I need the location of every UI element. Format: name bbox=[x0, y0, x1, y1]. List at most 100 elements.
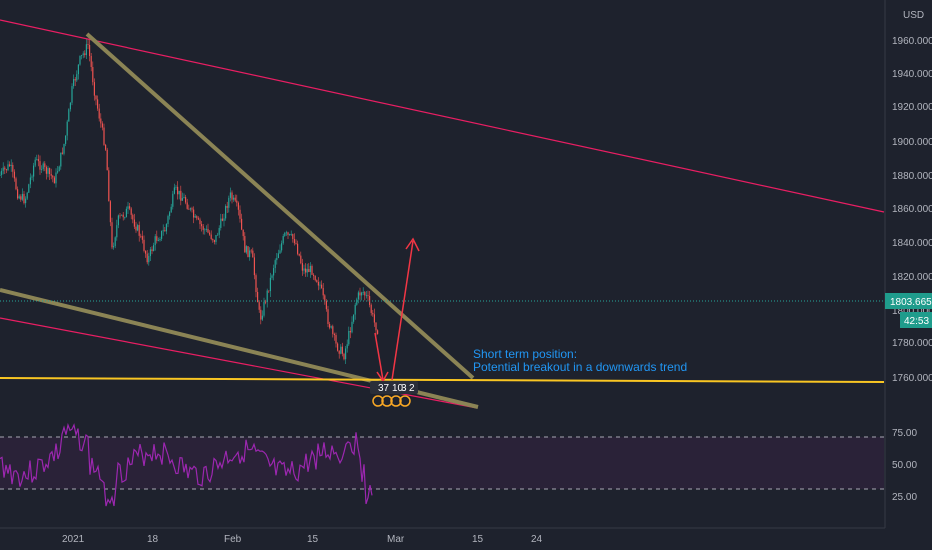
time-tick: 15 bbox=[472, 534, 484, 545]
candle-body bbox=[0, 174, 1, 176]
candle-body bbox=[231, 192, 233, 200]
candle-body bbox=[194, 216, 196, 218]
candle-body bbox=[185, 197, 187, 203]
candle-body bbox=[5, 169, 7, 171]
last-price-label: 1803.665 bbox=[890, 297, 932, 308]
candle-body bbox=[117, 215, 119, 226]
candle-body bbox=[76, 74, 78, 81]
candle-body bbox=[61, 152, 63, 154]
candle-body bbox=[21, 193, 23, 200]
candle-body bbox=[295, 243, 297, 244]
candle-body bbox=[357, 292, 359, 300]
last-price-label-bg bbox=[885, 293, 932, 309]
candle-body bbox=[298, 253, 300, 256]
candle-body bbox=[189, 208, 191, 210]
candle-body bbox=[201, 224, 203, 227]
candle-body bbox=[173, 187, 175, 194]
candle-body bbox=[97, 99, 99, 109]
candle-body bbox=[113, 246, 115, 248]
candle-body bbox=[324, 295, 326, 302]
candle-body bbox=[9, 164, 11, 167]
candle-body bbox=[154, 236, 156, 246]
candle-body bbox=[325, 301, 327, 310]
candle-body bbox=[145, 250, 147, 254]
candle-body bbox=[372, 312, 374, 315]
candle-body bbox=[365, 295, 367, 297]
candle-body bbox=[305, 268, 307, 273]
candle-body bbox=[225, 206, 227, 219]
candle-body bbox=[237, 202, 239, 210]
candle-body bbox=[233, 197, 235, 200]
candle-body bbox=[274, 260, 276, 269]
price-tick: 1760.000 bbox=[892, 373, 932, 384]
candle-body bbox=[215, 234, 217, 242]
candle-body bbox=[90, 56, 92, 68]
candle-body bbox=[257, 291, 259, 303]
candle-body bbox=[165, 224, 167, 232]
event-badges[interactable]: 37 10 3 2 bbox=[370, 381, 418, 407]
candle-body bbox=[74, 79, 76, 81]
candle-body bbox=[226, 206, 228, 208]
candle-body bbox=[268, 290, 270, 292]
candle-body bbox=[58, 166, 60, 172]
candle-body bbox=[135, 226, 137, 231]
support-level-line[interactable] bbox=[0, 377, 885, 383]
price-tick: 1840.000 bbox=[892, 238, 932, 249]
candle-body bbox=[137, 225, 139, 231]
candle-body bbox=[313, 274, 315, 276]
price-axis-ticks: 1960.000 1940.000 1920.000 1900.000 1880… bbox=[892, 36, 932, 384]
candle-body bbox=[196, 216, 198, 219]
candle-body bbox=[47, 168, 49, 174]
candle-body bbox=[290, 234, 292, 235]
candle-body bbox=[367, 295, 369, 297]
candle-body bbox=[333, 333, 335, 336]
event-circle-4 bbox=[399, 395, 411, 407]
candle-body bbox=[2, 167, 4, 171]
candle-body bbox=[12, 165, 14, 172]
annotation-line-1[interactable]: Short term position: bbox=[473, 347, 577, 361]
candle-body bbox=[125, 208, 127, 218]
candle-body bbox=[297, 243, 299, 254]
candle-body bbox=[162, 230, 164, 232]
candle-body bbox=[340, 346, 342, 354]
rsi-band-fill bbox=[0, 437, 884, 489]
candle-body bbox=[177, 186, 179, 195]
candle-body bbox=[341, 346, 343, 354]
candle-body bbox=[4, 167, 6, 170]
candle-body bbox=[359, 292, 361, 296]
candle-body bbox=[266, 290, 268, 302]
candle-body bbox=[114, 237, 116, 247]
candle-body bbox=[140, 235, 142, 237]
candle-body bbox=[170, 206, 172, 213]
descending-trendline[interactable] bbox=[85, 32, 475, 380]
candle-body bbox=[241, 218, 243, 230]
candle-body bbox=[133, 219, 135, 227]
candle-body bbox=[82, 53, 84, 56]
candle-body bbox=[164, 230, 166, 232]
candle-body bbox=[269, 277, 271, 292]
candle-body bbox=[73, 79, 75, 87]
event-circle-1 bbox=[372, 395, 384, 407]
candle-body bbox=[153, 245, 155, 252]
candle-body bbox=[37, 159, 39, 162]
time-tick: 2021 bbox=[62, 534, 85, 545]
candle-body bbox=[146, 253, 148, 263]
candle-body bbox=[273, 268, 275, 276]
candle-body bbox=[13, 171, 15, 179]
candle-body bbox=[49, 168, 51, 175]
candle-body bbox=[138, 225, 140, 236]
candle-body bbox=[178, 190, 180, 195]
candle-body bbox=[181, 198, 183, 201]
annotation-line-2[interactable]: Potential breakout in a downwards trend bbox=[473, 360, 687, 374]
candle-body bbox=[79, 55, 81, 65]
candle-body bbox=[309, 265, 311, 273]
candle-body bbox=[41, 169, 43, 170]
time-tick: 15 bbox=[307, 534, 319, 545]
candle-body bbox=[193, 209, 195, 218]
candle-body bbox=[221, 218, 223, 221]
candle-body bbox=[303, 268, 305, 271]
candle-body bbox=[300, 255, 302, 264]
candle-body bbox=[335, 335, 337, 344]
candle-body bbox=[26, 192, 28, 199]
